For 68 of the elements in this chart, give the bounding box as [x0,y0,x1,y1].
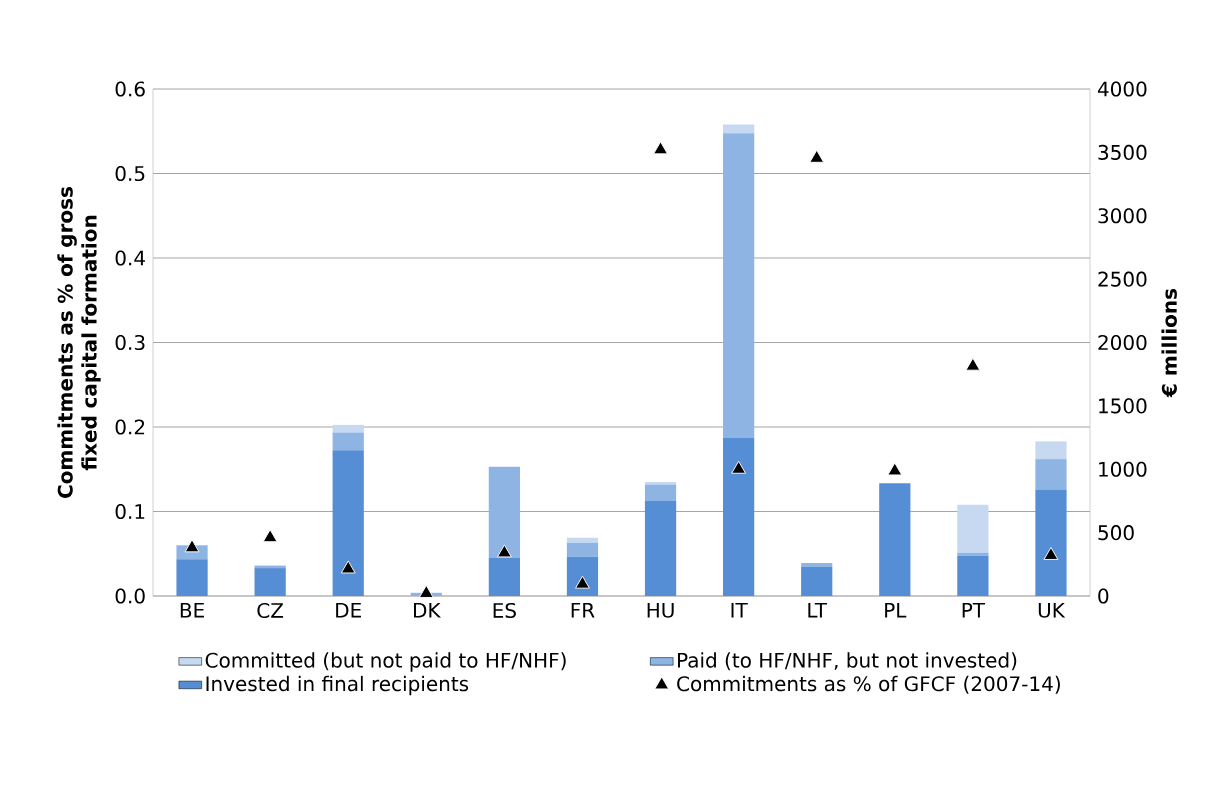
x-tick-label: BE [180,602,204,618]
bar [488,557,520,596]
bar [566,542,599,557]
bar [566,556,599,596]
bar [332,424,364,433]
bar [879,483,911,596]
bar [644,500,677,596]
x-tick-label: ES [493,602,516,619]
point [809,149,825,163]
y2-axis-title: € millions [1161,288,1177,398]
point [965,357,981,371]
point [1043,546,1059,560]
point [653,141,668,155]
y2-tick-label: 3000 [1098,208,1147,224]
point [340,560,356,574]
bar [566,537,599,543]
x-tick-label: PT [962,602,986,618]
y-tick-label: 0.3 [115,334,145,351]
bar [1035,441,1067,460]
legend-label: Commitments as % of GFCF (2007-14) [677,675,1060,694]
legend-label: Paid (to HF/NHF, but not invested) [678,652,1017,671]
legend-label: Committed (but not paid to HF/NHF) [205,652,566,672]
y2-tick-label: 3500 [1098,144,1147,160]
bar [1035,489,1067,596]
y2-tick-label: 2000 [1098,334,1147,351]
x-tick-label: CZ [257,602,284,619]
bar [332,450,364,596]
bar [176,559,208,596]
y2-tick-label: 1000 [1099,461,1147,477]
point [496,544,512,558]
point [184,539,200,553]
bar [801,566,833,596]
y2-tick-label: 1500 [1099,398,1147,414]
y-tick-label: 0.2 [115,419,145,435]
bar [723,437,755,596]
x-tick-label: UK [1038,602,1066,618]
y-tick-label: 0.0 [115,588,145,604]
x-tick-label: PL [885,602,907,618]
x-tick-label: HU [647,602,674,618]
y2-tick-label: 4000 [1097,81,1147,97]
bar [723,124,755,134]
y2-tick-label: 500 [1098,525,1134,541]
y-tick-label: 0.1 [115,503,145,520]
bar [644,484,677,501]
bar [488,466,520,558]
x-tick-label: DE [336,602,361,618]
bar [801,563,833,567]
y-tick-label: 0.5 [115,165,145,182]
bar [1035,459,1067,490]
x-tick-label: LT [808,602,828,618]
x-tick-label: DK [414,602,441,618]
bar [957,555,989,596]
point [418,584,434,598]
point [262,529,278,543]
y2-tick-label: 0 [1098,588,1109,604]
y-axis-title: Commitments as % of gross fixed capital formation [57,187,101,498]
y-tick-label: 0.6 [115,81,145,97]
x-tick-label: IT [731,602,748,618]
bar [957,504,989,553]
bar [723,133,755,438]
bar [254,568,286,596]
bar [332,432,364,451]
legend-label: Invested in final recipients [206,675,469,696]
y2-tick-label: 2500 [1098,271,1147,287]
point [887,462,903,476]
x-tick-label: FR [571,602,595,618]
point [731,460,747,474]
y-tick-label: 0.4 [115,250,145,266]
